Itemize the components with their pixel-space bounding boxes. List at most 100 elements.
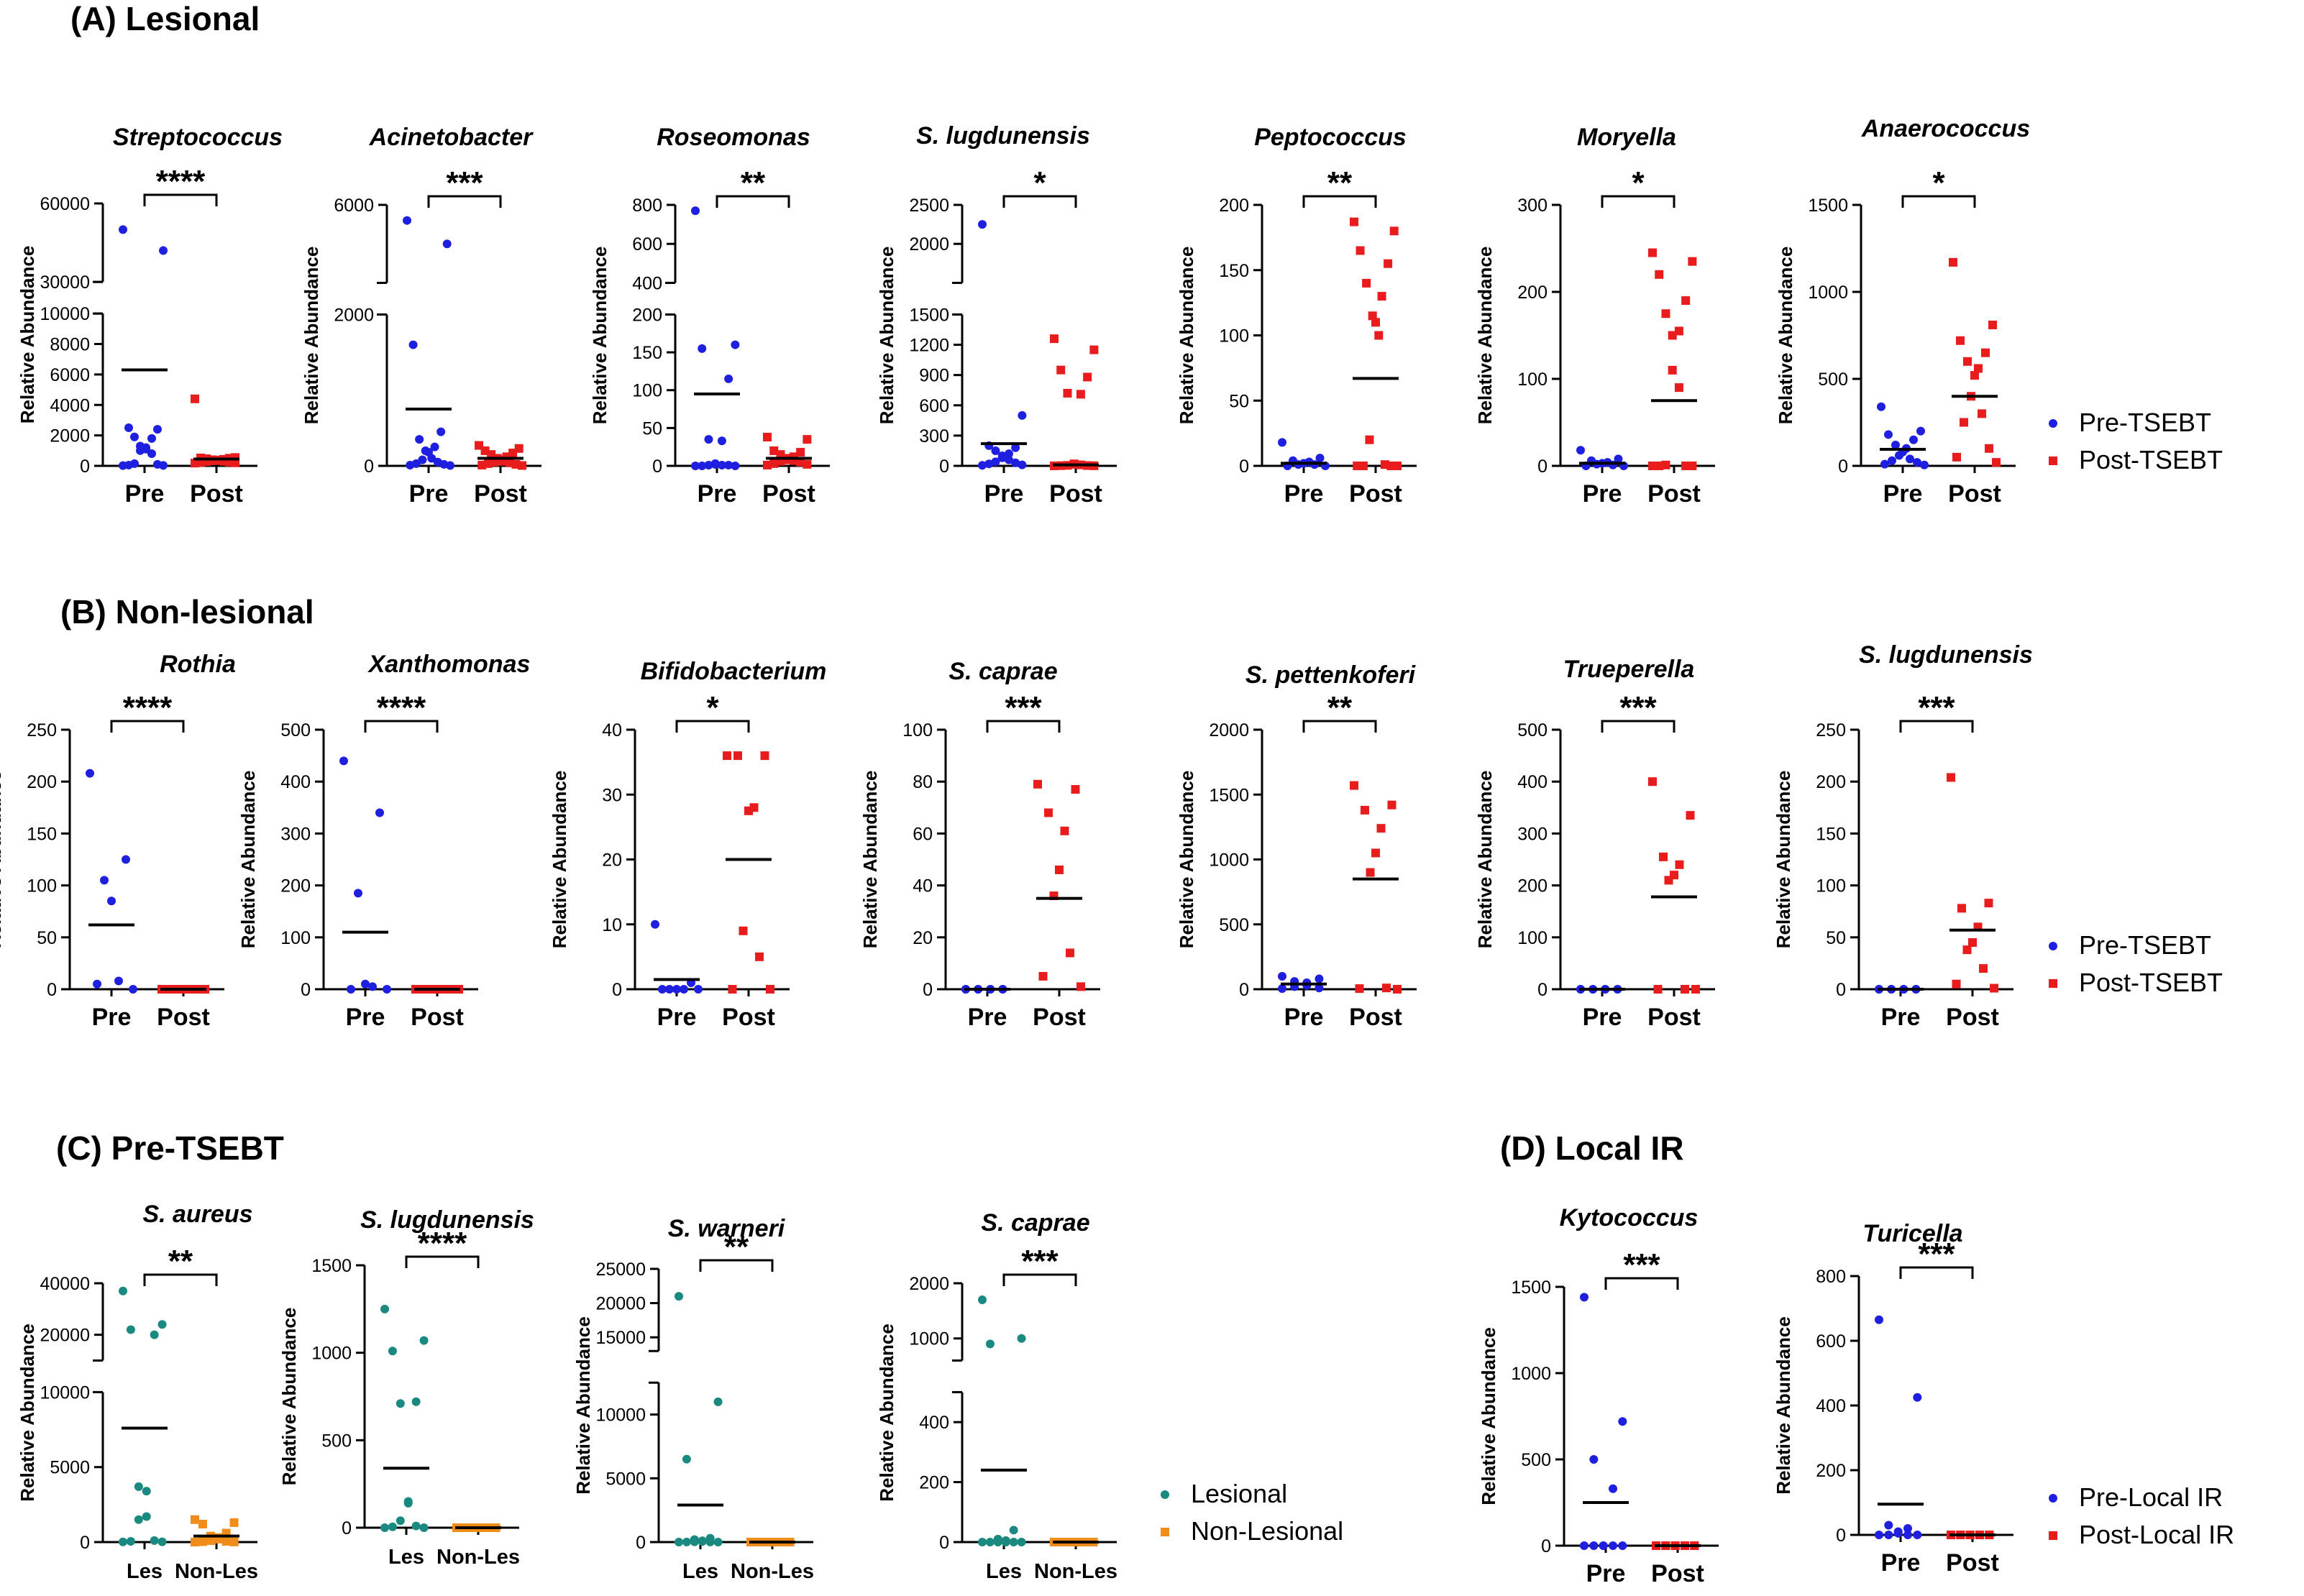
data-point (717, 460, 726, 469)
data-point (1278, 971, 1286, 981)
data-point (380, 1304, 389, 1313)
chart-title: Kytococcus (1560, 1204, 1699, 1232)
y-axis-label: Relative Abundance (1773, 1316, 1794, 1495)
series-pre-tsebt (651, 919, 703, 994)
x-tick-label: Pre (1583, 1004, 1622, 1031)
chart-a-peptococcus-4: Peptococcus Relative Abundance 0 50 100 150 20… (1176, 124, 1417, 508)
y-tick-label: 1000 (909, 1329, 949, 1349)
series-pre-tsebt (961, 985, 1010, 994)
chart-a-s-lugdunensis-3: S. lugdunensis Relative Abundance 0 300 600 9… (876, 122, 1117, 508)
y-tick-label: 200 (1517, 283, 1548, 303)
legend-marker-lesional (1161, 1490, 1169, 1499)
data-point (1952, 979, 1961, 989)
y-tick-label: 40 (602, 720, 622, 740)
y-tick-label: 60000 (40, 194, 90, 214)
data-point (114, 976, 123, 986)
data-point (1691, 985, 1700, 994)
legend-marker-pre-tsebt (2049, 942, 2057, 950)
y-tick-label: 300 (1517, 196, 1548, 216)
x-tick-label: Post (474, 480, 527, 508)
data-point (1009, 1538, 1018, 1546)
y-tick-label: 15000 (595, 1328, 646, 1348)
y-tick-label: 100 (1517, 370, 1548, 390)
significance-bracket (1302, 195, 1377, 208)
data-point (229, 1537, 239, 1546)
data-point (408, 340, 418, 349)
data-point (361, 979, 370, 989)
x-tick-label: Pre (657, 1004, 697, 1031)
x-tick-label: Post (157, 1004, 210, 1031)
data-point (1979, 964, 1988, 973)
chart-title: S. lugdunensis (916, 122, 1090, 150)
y-tick-label: 8000 (50, 335, 90, 355)
x-tick-label: Post (1647, 1004, 1701, 1031)
y-tick-label: 800 (1816, 1267, 1846, 1287)
significance-bracket (1899, 720, 1974, 733)
legend-c: Lesional Non-Lesional (1161, 1479, 1343, 1546)
significance-label: *** (1918, 1237, 1955, 1272)
y-tick-label: 0 (342, 1518, 352, 1538)
legend-marker-post-tsebt (2049, 979, 2057, 988)
data-point (142, 1512, 151, 1521)
data-point (1315, 974, 1324, 983)
data-point (1055, 865, 1064, 874)
data-point (1920, 460, 1929, 469)
data-point (396, 1399, 405, 1408)
significance-label: ** (168, 1244, 193, 1279)
series-pre-tsebt (86, 769, 137, 994)
series-post-tsebt (1350, 217, 1402, 470)
data-point (191, 394, 199, 403)
data-point (1353, 462, 1362, 470)
data-point (691, 206, 700, 216)
data-point (1648, 248, 1657, 257)
data-point (1688, 462, 1697, 470)
chart-b-rothia-7: Rothia Relative Abundance 0 50 100 150 200 250 P… (0, 651, 236, 1031)
data-point (419, 1336, 429, 1345)
data-point (739, 926, 748, 935)
data-point (1974, 364, 1983, 373)
data-point (1066, 948, 1074, 958)
significance-bracket (675, 720, 750, 733)
y-axis-label: Relative Abundance (549, 771, 570, 949)
data-point (984, 459, 994, 469)
y-tick-label: 500 (1521, 1450, 1551, 1470)
data-point (978, 1295, 987, 1305)
y-tick-label: 40000 (40, 1274, 90, 1294)
series-post-tsebt (723, 751, 774, 994)
y-tick-label: 1200 (909, 336, 949, 356)
data-point (1947, 773, 1955, 782)
series-post-tsebt (1648, 248, 1697, 470)
data-point (1589, 1541, 1599, 1550)
data-point (1368, 311, 1377, 321)
x-tick-label: Pre (1881, 1549, 1921, 1577)
data-point (769, 446, 779, 455)
x-tick-label: Pre (125, 480, 165, 508)
legend-marker-post-local-ir (2049, 1531, 2057, 1540)
data-point (150, 1536, 159, 1545)
data-point (803, 435, 812, 444)
x-tick-label: Post (1948, 480, 2001, 508)
data-point (680, 985, 688, 994)
data-point (1580, 1293, 1588, 1302)
significance-label: * (1632, 165, 1645, 201)
data-point (728, 985, 737, 994)
y-tick-label: 80 (913, 772, 933, 792)
y-tick-label: 500 (1517, 720, 1548, 740)
data-point (1681, 462, 1691, 470)
data-point (134, 1515, 143, 1524)
significance-bracket (716, 195, 790, 208)
data-point (1376, 824, 1386, 833)
data-point (1903, 1524, 1912, 1533)
x-tick-label: Les (682, 1560, 718, 1583)
x-tick-label: Post (190, 480, 243, 508)
x-tick-label: Non-Les (175, 1560, 258, 1583)
data-point (1978, 409, 1986, 418)
x-tick-label: Post (1647, 480, 1701, 508)
chart-b-s-caprae-10: S. caprae Relative Abundance 0 20 40 60 80 100 P… (859, 658, 1100, 1031)
y-tick-label: 40 (913, 876, 933, 896)
y-axis-label: Relative Abundance (301, 247, 322, 425)
data-point (1063, 388, 1072, 398)
series-lesional (119, 1286, 168, 1546)
x-tick-label: Post (1946, 1549, 1999, 1577)
